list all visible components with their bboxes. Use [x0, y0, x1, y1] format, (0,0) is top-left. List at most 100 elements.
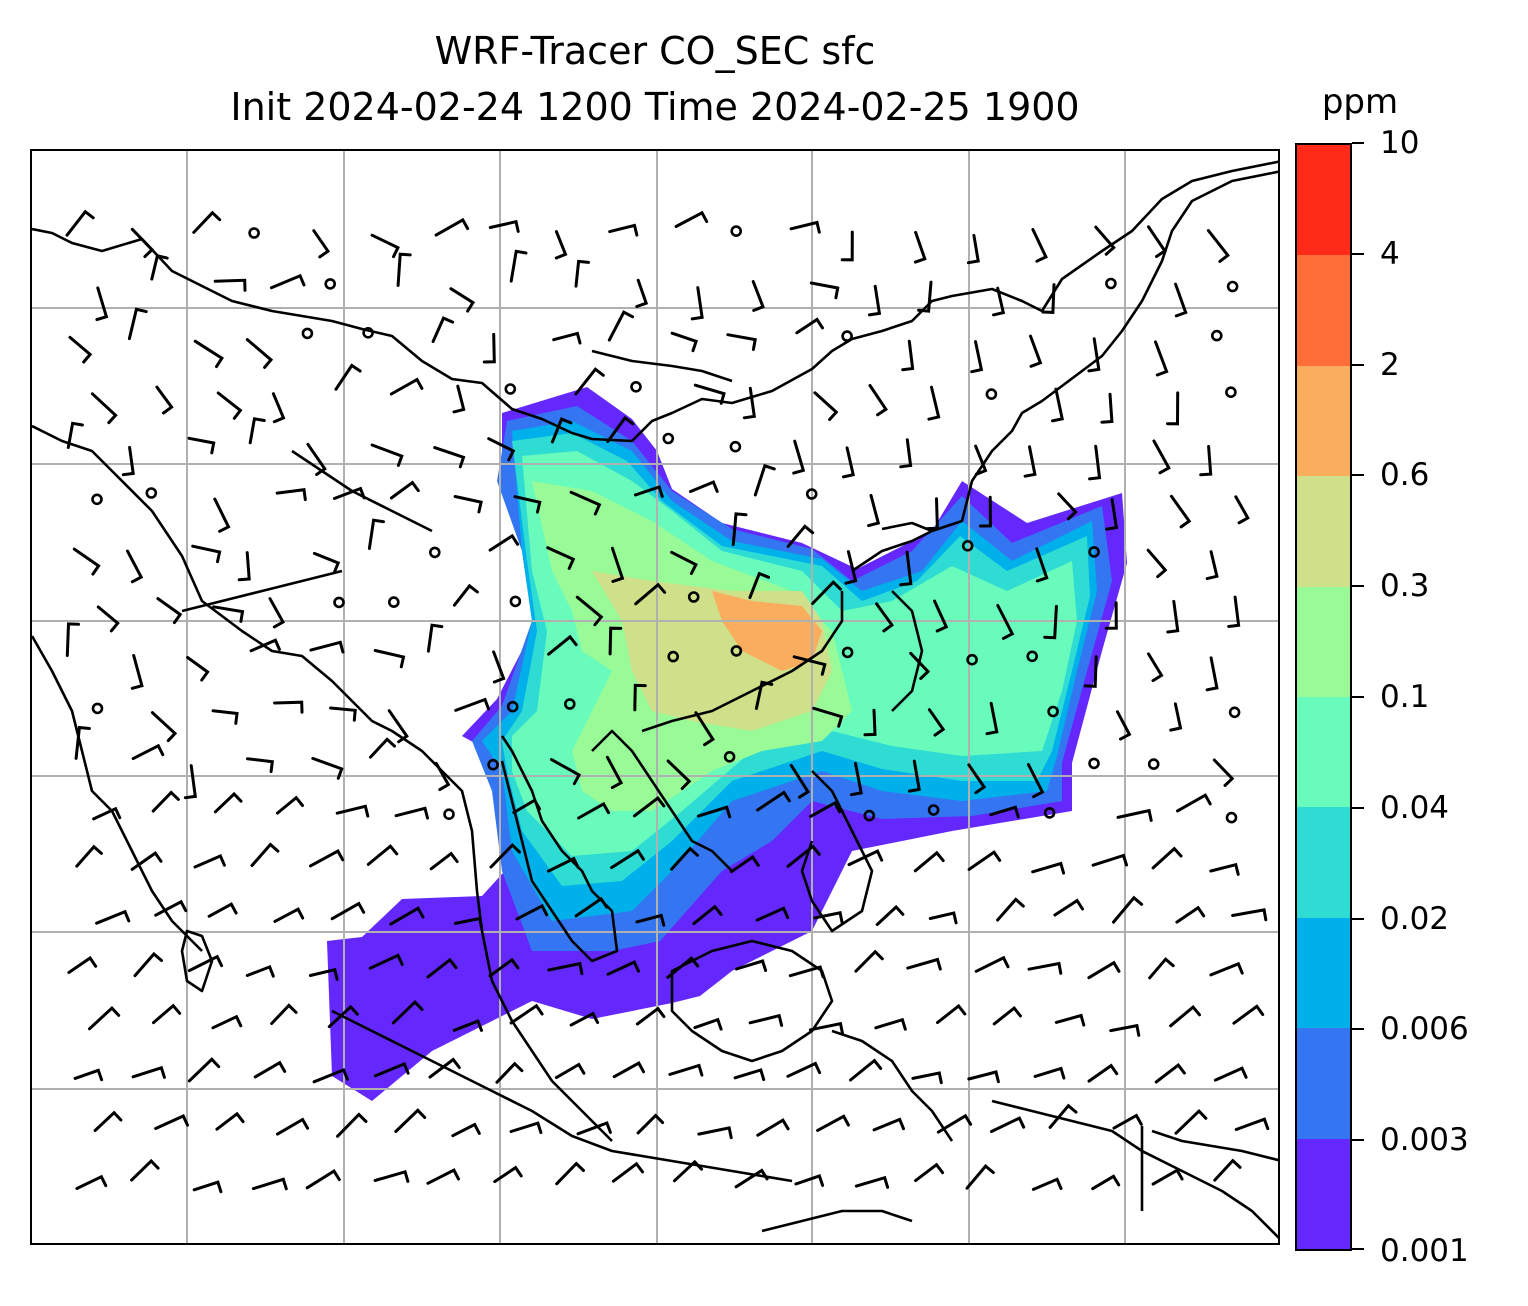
wind-barb	[1026, 763, 1045, 799]
wind-barb	[92, 806, 122, 821]
wind-barb	[742, 386, 756, 420]
wind-barb	[186, 656, 210, 682]
wind-barb	[674, 210, 709, 228]
wind-barb	[1175, 905, 1206, 924]
wind-barb	[312, 551, 341, 574]
wind-barb	[193, 854, 226, 869]
calm-wind-marker	[509, 595, 522, 608]
wind-barb	[215, 1111, 245, 1131]
wind-barb	[574, 896, 609, 918]
wind-barb	[1041, 283, 1056, 314]
wind-barb	[187, 1057, 221, 1083]
wind-barb	[509, 1121, 543, 1135]
wind-barb	[275, 488, 307, 502]
wind-barb	[1115, 710, 1132, 741]
wind-barb	[670, 846, 699, 871]
calm-wind-marker	[730, 225, 743, 237]
wind-barb	[1231, 908, 1268, 922]
wind-barb	[130, 851, 163, 871]
colorbar-tick-label: 0.001	[1380, 1233, 1469, 1269]
wind-barb	[512, 798, 542, 814]
wind-barb	[207, 902, 238, 918]
wind-barb	[734, 1168, 769, 1189]
wind-barb	[666, 956, 700, 979]
wind-barb	[246, 757, 274, 774]
wind-barb	[213, 791, 243, 814]
calm-wind-marker	[1105, 277, 1117, 290]
calm-wind-marker	[723, 750, 736, 763]
wind-barb	[269, 273, 306, 290]
coastline-segment	[591, 349, 733, 383]
colorbar-tick	[1352, 1028, 1364, 1031]
wind-barb	[692, 904, 723, 926]
wind-barb	[488, 219, 520, 233]
wind-barb	[726, 333, 757, 351]
wind-barb	[492, 650, 506, 684]
wind-barb	[75, 844, 103, 868]
calm-wind-marker	[863, 809, 876, 822]
wind-barb	[735, 959, 768, 972]
wind-barb	[608, 223, 639, 237]
colorbar-segment	[1297, 476, 1350, 587]
calm-wind-marker	[630, 381, 642, 393]
wind-barb	[453, 495, 483, 514]
wind-barb	[872, 1117, 905, 1132]
wind-barb	[74, 725, 91, 760]
wind-barb	[1209, 961, 1244, 977]
wind-barb	[309, 848, 345, 868]
wind-barb	[431, 316, 455, 343]
coastline-segment	[891, 590, 924, 712]
wind-barb	[696, 805, 732, 819]
wind-barb	[633, 683, 647, 712]
calm-wind-marker	[248, 227, 260, 239]
colorbar-tick-label: 0.003	[1380, 1122, 1469, 1159]
calm-wind-marker	[333, 596, 345, 609]
calm-wind-marker	[428, 546, 441, 559]
coastline-segment	[851, 529, 933, 573]
colorbar-segment	[1297, 696, 1350, 808]
wind-barb	[1146, 548, 1168, 579]
colorbar-segment	[1297, 917, 1350, 1029]
wind-barb	[936, 1113, 973, 1134]
calm-wind-marker	[841, 646, 854, 659]
calm-wind-marker	[1088, 546, 1100, 558]
wind-barb	[330, 901, 366, 921]
wind-barb	[72, 547, 101, 576]
wind-barb	[1043, 604, 1058, 640]
wind-barb	[1152, 439, 1171, 475]
calm-wind-marker	[91, 702, 104, 715]
wind-barb	[513, 495, 542, 514]
wind-barb	[154, 1114, 189, 1130]
wind-barb	[271, 392, 286, 424]
wind-barb	[369, 737, 396, 759]
wind-barb	[1199, 445, 1213, 477]
wind-barb	[156, 597, 183, 625]
wind-barb	[755, 906, 790, 922]
wind-barb	[996, 897, 1025, 922]
wind-barb	[312, 1067, 349, 1084]
wind-barb	[95, 286, 109, 322]
wind-barb	[121, 445, 135, 477]
wind-barb	[756, 790, 791, 812]
wind-barb	[555, 1161, 585, 1186]
wind-barb	[809, 800, 842, 818]
wind-barb	[370, 443, 404, 467]
wind-barb	[515, 903, 549, 921]
colorbar-tick-label: 10	[1380, 125, 1420, 161]
colorbar-tick	[1352, 806, 1364, 809]
wind-barb	[608, 626, 623, 656]
wind-barb	[426, 1168, 460, 1185]
wind-barb	[1087, 960, 1121, 980]
wind-barb	[88, 1005, 121, 1031]
wind-barb	[1213, 1066, 1248, 1082]
wind-barb	[1206, 229, 1230, 263]
wind-barb	[666, 759, 692, 790]
wind-barb	[636, 1113, 665, 1135]
wind-barb	[1091, 853, 1128, 867]
wind-barb	[577, 801, 610, 820]
wind-barb	[635, 1006, 666, 1026]
wind-barb	[816, 1114, 850, 1132]
wind-barb	[550, 417, 573, 444]
wind-barb	[192, 1180, 223, 1194]
wind-barb	[396, 252, 412, 287]
